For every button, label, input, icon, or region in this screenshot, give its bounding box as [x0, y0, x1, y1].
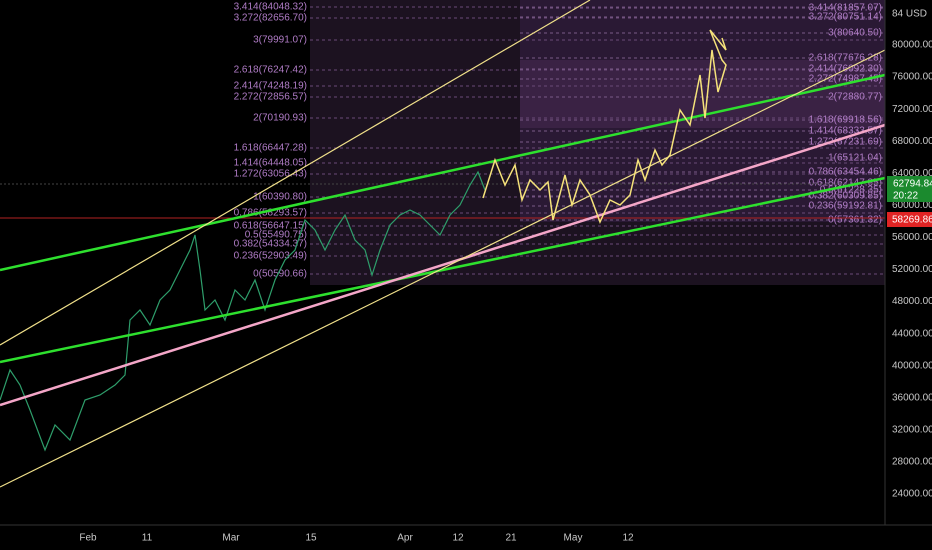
- price-tick-label: 32000.00: [892, 424, 932, 435]
- price-tick-label: 48000.00: [892, 296, 932, 307]
- fib-label: 3.414(84048.32): [234, 2, 307, 13]
- last-price: 62794.84: [893, 179, 932, 190]
- price-tick-label: 52000.00: [892, 264, 932, 275]
- fib-label: 3.272(80751.14): [809, 12, 882, 23]
- marked-price-tag: [887, 212, 932, 227]
- fib-label: 0.5(55490.75): [245, 230, 307, 241]
- price-tick-label: 72000.00: [892, 104, 932, 115]
- fib-label: 0.786(63454.46): [809, 167, 882, 178]
- fib-label: 3.414(81857.07): [809, 3, 882, 14]
- fib-label: 2(72880.77): [828, 92, 882, 103]
- fib-label: 0.236(52903.49): [234, 251, 307, 262]
- fib-label: 1.618(69918.56): [809, 115, 882, 126]
- fib-label: 0.236(59192.81): [809, 201, 882, 212]
- fib-label: 2(70190.93): [253, 113, 307, 124]
- fib-label: 3(79991.07): [253, 35, 307, 46]
- fib-label: 1(60390.80): [253, 192, 307, 203]
- fib-label: 0.786(58293.57): [234, 208, 307, 219]
- trendline-pink: [0, 123, 886, 407]
- time-tick-label: 12: [452, 533, 464, 544]
- last-price-tag: [887, 176, 932, 202]
- time-tick-label: Feb: [79, 533, 97, 544]
- price-tick-label: 68000.00: [892, 136, 932, 147]
- time-tick-label: 11: [142, 533, 153, 544]
- fib-label: 3.272(82656.70): [234, 13, 307, 24]
- fib-label: 3(80640.50): [828, 28, 882, 39]
- fib-label: 0.382(60309.85): [809, 191, 882, 202]
- time-tick-label: Apr: [397, 533, 413, 544]
- fib-label: 0(57361.32): [828, 215, 882, 226]
- time-tick-label: 21: [505, 533, 517, 544]
- fib-label: 2.618(77676.28): [809, 53, 882, 64]
- fib-label: 1.414(64448.05): [234, 158, 307, 169]
- fib-label: 0.618(62147.85): [809, 178, 882, 189]
- price-tick-label: 28000.00: [892, 457, 932, 468]
- fib-label: 1.414(68333.57): [809, 126, 882, 137]
- price-tick-label: 64000.00: [892, 168, 932, 179]
- price-tick-label: 76000.00: [892, 72, 932, 83]
- trendline-green-upper: [0, 73, 886, 272]
- fib-label: 1.618(66447.28): [234, 143, 307, 154]
- marked-price: 58269.86: [892, 215, 932, 226]
- trendline-green-lower: [0, 176, 886, 364]
- price-tick-label: 80000.00: [892, 40, 932, 51]
- price-tick-label: 24000.00: [892, 489, 932, 500]
- price-tick-label: 44000.00: [892, 328, 932, 339]
- time-tick-label: Mar: [222, 533, 240, 544]
- fib-label: 1.272(67231.69): [809, 137, 882, 148]
- fib-label: 2.618(76247.42): [234, 65, 307, 76]
- fib-label: 1(65121.04): [828, 153, 882, 164]
- fib-label: 2.272(72856.57): [234, 92, 307, 103]
- price-axis-header: 84 USD: [892, 9, 927, 20]
- time-tick-label: May: [564, 533, 583, 544]
- fib-label: 0.5(61228.35): [820, 185, 882, 196]
- fib-label: 0(50590.66): [253, 269, 307, 280]
- countdown: 20:22: [893, 191, 918, 202]
- fib-label: 1.272(63056.43): [234, 169, 307, 180]
- fib-label: 2.414(74248.19): [234, 81, 307, 92]
- fib-label: 0.618(56647.15): [234, 221, 307, 232]
- fib-label: 0.382(54334.37): [234, 239, 307, 250]
- price-path: [0, 170, 486, 452]
- trendline-yellow-lower: [0, 49, 886, 488]
- price-tick-label: 36000.00: [892, 392, 932, 403]
- price-tick-label: 40000.00: [892, 360, 932, 371]
- projection-path: [482, 29, 727, 224]
- fib-label: 2.272(74987.45): [809, 74, 882, 85]
- price-tick-label: 60000.00: [892, 200, 932, 211]
- trendline-yellow-upper: [0, 0, 591, 346]
- price-tick-label: 56000.00: [892, 232, 932, 243]
- price-axis-bg: [885, 0, 932, 550]
- time-tick-label: 15: [305, 533, 317, 544]
- time-tick-label: 12: [622, 533, 634, 544]
